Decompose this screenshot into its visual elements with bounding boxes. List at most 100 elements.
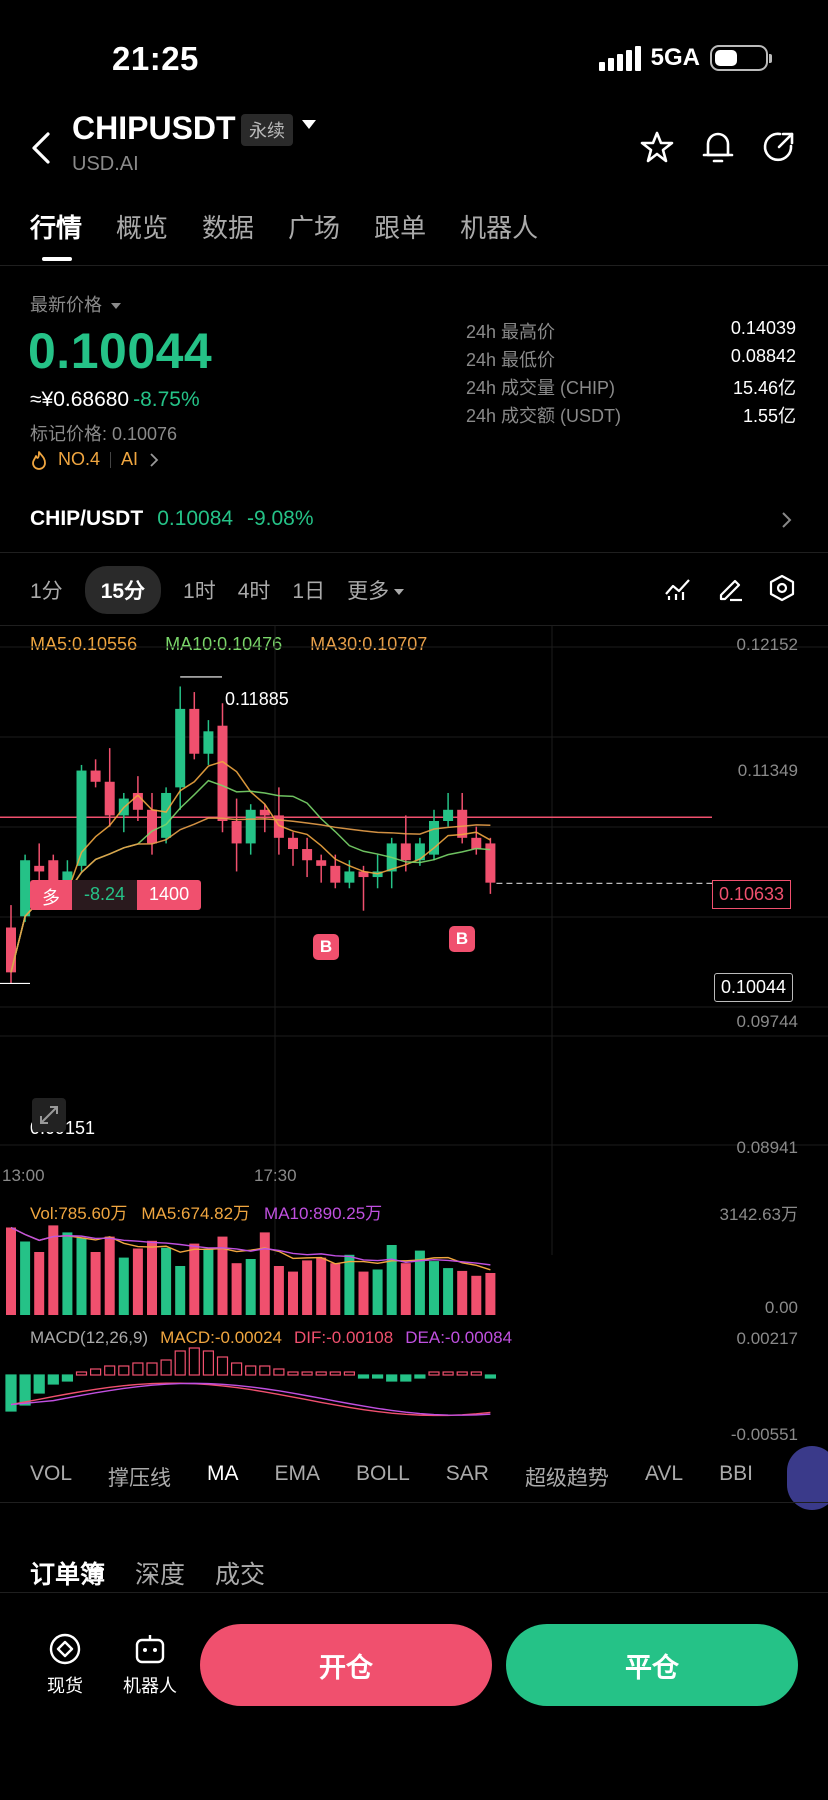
macd-bar <box>174 1350 186 1376</box>
y-tick: 0.12152 <box>736 635 798 654</box>
candle-body <box>76 770 87 866</box>
macd-bar <box>188 1347 200 1376</box>
candle-body <box>485 843 496 883</box>
tab-robot[interactable]: 机器人 <box>460 213 539 243</box>
divider <box>0 625 828 626</box>
robot-nav[interactable]: 机器人 <box>115 1632 185 1698</box>
ind-ema[interactable]: EMA <box>274 1462 321 1485</box>
pair-dropdown-icon[interactable] <box>302 120 316 129</box>
buy-marker[interactable]: B <box>449 926 475 952</box>
floating-assistant-button[interactable] <box>787 1446 828 1510</box>
ind-ma[interactable]: MA <box>207 1462 239 1485</box>
interval-4h[interactable]: 4时 <box>237 580 271 603</box>
spot-nav[interactable]: 现货 <box>30 1632 100 1698</box>
tab-data[interactable]: 数据 <box>202 213 255 243</box>
volume-bar <box>485 1272 496 1315</box>
star-icon[interactable] <box>640 130 674 164</box>
divider <box>0 1592 828 1593</box>
bell-icon[interactable] <box>701 128 735 166</box>
volume-bar <box>443 1268 454 1315</box>
ind-support[interactable]: 撑压线 <box>108 1467 172 1490</box>
pair-title[interactable]: CHIPUSDT <box>72 110 236 146</box>
close-position-button[interactable]: 平仓 <box>506 1624 798 1706</box>
ind-boll[interactable]: BOLL <box>356 1462 410 1485</box>
divider <box>0 552 828 553</box>
volume-bar <box>358 1271 369 1315</box>
tag-row[interactable]: NO.4 AI <box>30 449 160 470</box>
share-icon[interactable] <box>762 130 796 164</box>
orderbook-tabs: 订单簿 深度 成交 <box>30 1555 265 1591</box>
position-pnl: -8.24 <box>72 880 138 910</box>
candle-body <box>147 809 157 844</box>
expand-chart-button[interactable] <box>32 1098 66 1132</box>
volume-bar <box>104 1236 115 1315</box>
tab-trades[interactable]: 成交 <box>215 1561 266 1589</box>
price-change: -8.75% <box>133 388 200 411</box>
macd-bottom: -0.00551 <box>730 1425 798 1444</box>
open-position-button[interactable]: 开仓 <box>200 1624 492 1706</box>
y-tick: 0.09744 <box>736 1012 798 1031</box>
macd-bar <box>329 1371 341 1376</box>
rank-tag: NO.4 <box>58 449 101 469</box>
dif-line <box>10 1382 491 1417</box>
macd-bar <box>442 1371 454 1376</box>
tab-market[interactable]: 行情 <box>30 208 82 261</box>
volume-bar <box>471 1275 482 1315</box>
back-arrow-icon[interactable] <box>30 130 52 166</box>
volume-bar <box>189 1243 200 1315</box>
macd-bar <box>287 1371 299 1376</box>
macd-bar <box>484 1374 496 1379</box>
macd-bar <box>118 1365 130 1376</box>
kline-chart[interactable] <box>0 625 828 1440</box>
chevron-right-icon[interactable] <box>780 511 792 529</box>
tab-depth[interactable]: 深度 <box>135 1561 186 1589</box>
interval-1d[interactable]: 1日 <box>292 580 326 603</box>
dea-value: DEA:-0.00084 <box>405 1328 513 1347</box>
volume-bar <box>132 1248 143 1315</box>
indicator-icon[interactable] <box>664 576 692 602</box>
macd-bar <box>47 1374 59 1385</box>
position-tag[interactable]: 多 -8.24 1400 <box>30 880 202 910</box>
candle-body <box>273 815 284 838</box>
spot-pair: CHIP/USDT <box>30 507 144 530</box>
ind-vol[interactable]: VOL <box>30 1462 73 1485</box>
interval-1m[interactable]: 1分 <box>30 580 63 603</box>
buy-marker[interactable]: B <box>313 934 339 960</box>
last-price-label-text: 最新价格 <box>30 295 102 315</box>
tab-square[interactable]: 广场 <box>288 213 341 243</box>
stat-row: 24h 最低价 0.08842 <box>466 346 796 374</box>
interval-15m[interactable]: 15分 <box>84 566 162 614</box>
tab-orderbook[interactable]: 订单簿 <box>30 1561 106 1589</box>
stats-panel: 24h 最高价 0.14039 24h 最低价 0.08842 24h 成交量 (C… <box>466 318 796 430</box>
macd-bar <box>245 1365 257 1376</box>
tab-overview[interactable]: 概览 <box>116 213 169 243</box>
ind-bbi[interactable]: BBI <box>719 1462 753 1485</box>
perpetual-badge[interactable]: 永续 <box>241 114 293 146</box>
settings-icon[interactable] <box>768 574 796 602</box>
candle-body <box>414 843 425 861</box>
ind-sar[interactable]: SAR <box>445 1462 489 1485</box>
candle-body <box>316 860 327 866</box>
volume-bar <box>372 1269 383 1315</box>
interval-more-label: 更多 <box>347 580 390 603</box>
vol-top: 3142.63万 <box>719 1205 798 1224</box>
ind-avl[interactable]: AVL <box>644 1462 684 1485</box>
dea-line <box>10 1382 491 1416</box>
macd-bar <box>104 1365 116 1376</box>
tab-copy-trade[interactable]: 跟单 <box>374 213 427 243</box>
volume-bar <box>34 1251 45 1315</box>
macd-bar <box>259 1365 271 1376</box>
candle-body <box>34 865 45 872</box>
macd-bar <box>470 1371 482 1376</box>
ind-supertrend[interactable]: 超级趋势 <box>524 1467 609 1490</box>
last-price-label[interactable]: 最新价格 <box>30 291 122 317</box>
mark-price: 标记价格: 0.10076 <box>30 424 178 444</box>
macd-bar <box>5 1374 17 1412</box>
draw-pencil-icon[interactable] <box>716 574 744 602</box>
spot-nav-label: 现货 <box>47 1676 83 1696</box>
interval-more[interactable]: 更多 <box>347 575 405 605</box>
macd-bar <box>19 1374 31 1406</box>
volume-bar <box>175 1265 186 1315</box>
interval-1h[interactable]: 1时 <box>183 580 216 603</box>
spot-pair-row[interactable]: CHIP/USDT 0.10084 -9.08% <box>30 507 314 531</box>
